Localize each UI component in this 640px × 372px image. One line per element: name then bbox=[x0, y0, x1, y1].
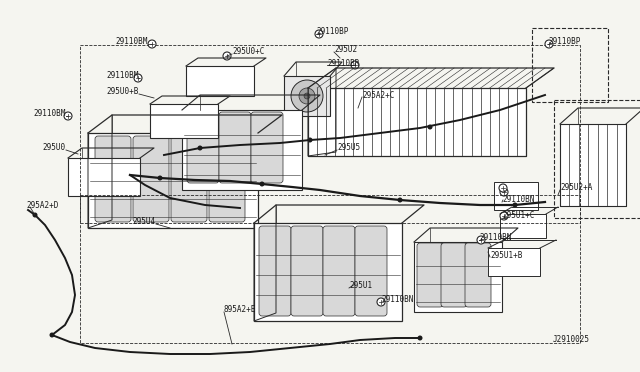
FancyBboxPatch shape bbox=[219, 112, 251, 183]
Bar bbox=[308, 88, 526, 156]
Text: 29110BM: 29110BM bbox=[107, 71, 139, 80]
Circle shape bbox=[223, 52, 231, 60]
Bar bbox=[554, 100, 640, 218]
Bar bbox=[560, 124, 626, 206]
Circle shape bbox=[351, 61, 359, 69]
FancyBboxPatch shape bbox=[465, 243, 491, 307]
FancyBboxPatch shape bbox=[441, 243, 467, 307]
Circle shape bbox=[304, 93, 310, 99]
Circle shape bbox=[500, 212, 508, 220]
Circle shape bbox=[377, 298, 385, 306]
Bar bbox=[88, 133, 258, 228]
FancyBboxPatch shape bbox=[251, 112, 283, 183]
Circle shape bbox=[33, 212, 38, 218]
Text: 295U2+A: 295U2+A bbox=[560, 183, 593, 192]
Bar bbox=[532, 28, 608, 102]
Circle shape bbox=[291, 80, 323, 112]
Bar bbox=[150, 104, 218, 138]
Text: 295U1+B: 295U1+B bbox=[490, 250, 522, 260]
Text: 29110BP: 29110BP bbox=[548, 38, 580, 46]
Circle shape bbox=[134, 74, 142, 82]
Text: 295U0+B: 295U0+B bbox=[107, 87, 139, 96]
Bar bbox=[80, 195, 580, 343]
Circle shape bbox=[417, 336, 422, 340]
FancyBboxPatch shape bbox=[417, 243, 443, 307]
Text: 295U5: 295U5 bbox=[337, 144, 360, 153]
Circle shape bbox=[49, 333, 54, 337]
FancyBboxPatch shape bbox=[355, 226, 387, 316]
Text: 295U4: 295U4 bbox=[133, 218, 156, 227]
Circle shape bbox=[64, 112, 72, 120]
Text: 29110BN: 29110BN bbox=[381, 295, 413, 305]
FancyBboxPatch shape bbox=[133, 136, 169, 222]
FancyBboxPatch shape bbox=[187, 112, 219, 183]
Text: 295A2+C: 295A2+C bbox=[362, 90, 394, 99]
Text: 295A2+D: 295A2+D bbox=[26, 201, 58, 209]
Text: 295U0+C: 295U0+C bbox=[232, 48, 264, 57]
Bar bbox=[488, 248, 540, 276]
Circle shape bbox=[513, 202, 518, 208]
Text: 29110BP: 29110BP bbox=[316, 28, 348, 36]
Circle shape bbox=[428, 125, 433, 129]
FancyBboxPatch shape bbox=[259, 226, 291, 316]
Circle shape bbox=[477, 236, 485, 244]
Bar bbox=[182, 110, 302, 190]
Text: 295U1+C: 295U1+C bbox=[502, 212, 534, 221]
Circle shape bbox=[499, 184, 507, 192]
Text: J2910025: J2910025 bbox=[553, 336, 590, 344]
FancyBboxPatch shape bbox=[291, 226, 323, 316]
Circle shape bbox=[315, 30, 323, 38]
FancyBboxPatch shape bbox=[95, 136, 131, 222]
Circle shape bbox=[157, 176, 163, 180]
Bar bbox=[284, 76, 330, 116]
Circle shape bbox=[299, 88, 315, 104]
Bar bbox=[80, 45, 580, 223]
Text: 895A2+E: 895A2+E bbox=[224, 305, 257, 314]
FancyBboxPatch shape bbox=[323, 226, 355, 316]
Circle shape bbox=[148, 40, 156, 48]
Text: 295U2: 295U2 bbox=[334, 45, 357, 55]
Circle shape bbox=[198, 145, 202, 151]
Circle shape bbox=[259, 182, 264, 186]
FancyBboxPatch shape bbox=[209, 136, 245, 222]
Text: 29110BN: 29110BN bbox=[479, 234, 511, 243]
Text: 29110BM: 29110BM bbox=[34, 109, 66, 119]
Bar bbox=[500, 214, 546, 238]
Text: 295U1: 295U1 bbox=[349, 282, 372, 291]
Bar bbox=[494, 182, 538, 210]
Circle shape bbox=[500, 188, 508, 196]
Bar bbox=[254, 223, 402, 321]
Bar bbox=[186, 66, 254, 96]
Text: 29110BM: 29110BM bbox=[116, 38, 148, 46]
Text: 295U0: 295U0 bbox=[43, 144, 66, 153]
Bar bbox=[68, 158, 140, 196]
Text: 29110BN: 29110BN bbox=[502, 196, 534, 205]
Bar bbox=[414, 242, 502, 312]
Circle shape bbox=[397, 198, 403, 202]
Circle shape bbox=[307, 138, 312, 142]
Text: 29110BR: 29110BR bbox=[327, 58, 360, 67]
FancyBboxPatch shape bbox=[171, 136, 207, 222]
Circle shape bbox=[545, 40, 553, 48]
